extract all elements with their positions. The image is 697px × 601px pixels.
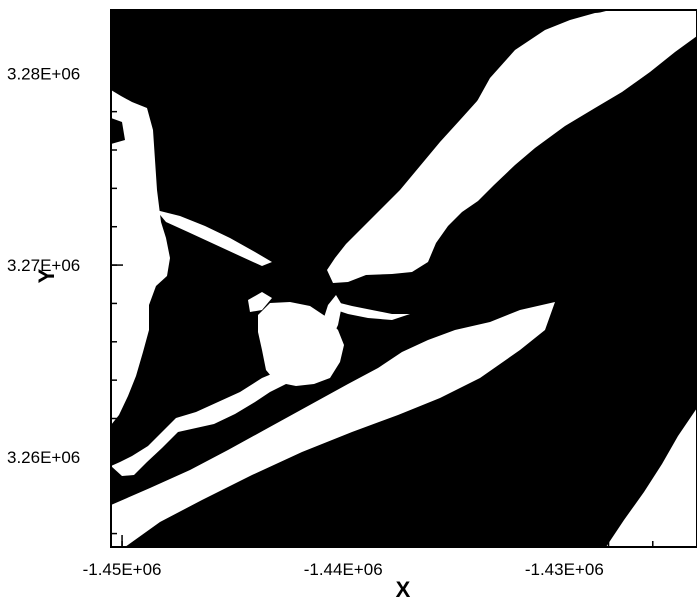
contour-region-right-wedge bbox=[470, 332, 520, 358]
y-tick-label: 3.28E+06 bbox=[7, 64, 80, 83]
contour-region-thin-streak-upper bbox=[156, 210, 272, 266]
plot-frame bbox=[110, 9, 697, 548]
plot-area bbox=[111, 10, 697, 547]
x-axis-title: X bbox=[396, 577, 411, 601]
contour-region-bottom-right bbox=[606, 408, 697, 547]
contour-region-left-dark-notch bbox=[111, 118, 125, 144]
x-tick-labels: -1.45E+06 -1.44E+06 -1.43E+06 bbox=[83, 560, 604, 579]
x-tick-label: -1.45E+06 bbox=[83, 560, 162, 579]
contour-region-thin-streak-lower bbox=[336, 302, 410, 320]
contour-region-upper-right-band bbox=[327, 10, 697, 283]
y-axis-title: Y bbox=[34, 268, 59, 283]
y-tick-label: 3.26E+06 bbox=[7, 448, 80, 467]
contour-region-center-hole bbox=[258, 302, 344, 386]
contour-region-lower-left bbox=[111, 295, 342, 476]
x-tick-label: -1.44E+06 bbox=[304, 560, 383, 579]
contour-region-diagonal-band bbox=[111, 302, 555, 547]
contour-region-small-patch bbox=[248, 292, 272, 312]
y-tick-labels: 3.28E+06 3.27E+06 3.26E+06 bbox=[7, 64, 80, 467]
tick-marks bbox=[111, 34, 697, 547]
y-tick-label: 3.27E+06 bbox=[7, 256, 80, 275]
x-tick-label: -1.43E+06 bbox=[525, 560, 604, 579]
contour-region-top-spike bbox=[475, 11, 622, 110]
contour-region-left bbox=[111, 90, 170, 425]
